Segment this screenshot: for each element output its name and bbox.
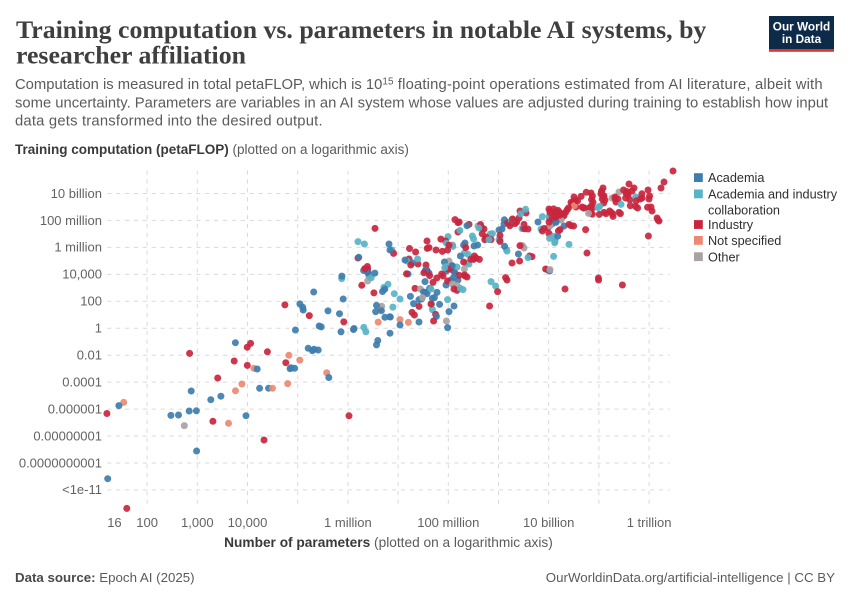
svg-text:0.00000001: 0.00000001 (33, 428, 102, 443)
svg-text:0.01: 0.01 (77, 348, 102, 363)
svg-text:10 billion: 10 billion (523, 515, 574, 530)
svg-text:1,000: 1,000 (181, 515, 214, 530)
svg-text:0.000001: 0.000001 (48, 401, 102, 416)
svg-text:Number of parameters (plotted: Number of parameters (plotted on a logar… (224, 535, 553, 550)
svg-text:Computation is measured in tot: Computation is measured in total petaFLO… (15, 77, 823, 94)
svg-text:Other: Other (708, 250, 741, 264)
svg-text:16: 16 (107, 515, 121, 530)
svg-text:100: 100 (136, 515, 158, 530)
svg-text:Data source: Epoch AI (2025): Data source: Epoch AI (2025) (15, 570, 195, 585)
svg-text:Academia and industry: Academia and industry (708, 188, 838, 202)
svg-text:Our World: Our World (773, 19, 830, 33)
svg-text:100 million: 100 million (40, 213, 102, 228)
svg-text:1 trillion: 1 trillion (627, 515, 672, 530)
svg-text:data gets transformed into the: data gets transformed into the desired o… (15, 114, 323, 130)
svg-text:OurWorldinData.org/artificial-: OurWorldinData.org/artificial-intelligen… (546, 570, 835, 585)
svg-text:Training computation (petaFLOP: Training computation (petaFLOP) (plotted… (15, 142, 409, 157)
svg-text:Academia: Academia (708, 171, 765, 185)
svg-text:1 million: 1 million (324, 515, 372, 530)
svg-text:Training computation vs. param: Training computation vs. parameters in n… (16, 15, 706, 44)
svg-text:100: 100 (80, 294, 102, 309)
svg-text:<1e-11: <1e-11 (62, 482, 102, 497)
svg-text:1: 1 (95, 321, 102, 336)
svg-text:10,000: 10,000 (228, 515, 268, 530)
svg-text:researcher affiliation: researcher affiliation (16, 40, 246, 69)
svg-text:some uncertainty. Parameters a: some uncertainty. Parameters are variabl… (15, 95, 828, 111)
svg-text:collaboration: collaboration (708, 204, 780, 218)
svg-text:in Data: in Data (782, 32, 822, 46)
svg-text:Not specified: Not specified (708, 234, 781, 248)
svg-text:10,000: 10,000 (62, 267, 102, 282)
svg-text:0.0001: 0.0001 (62, 374, 102, 389)
svg-text:0.0000000001: 0.0000000001 (19, 455, 102, 470)
svg-text:1 million: 1 million (54, 240, 102, 255)
svg-text:10 billion: 10 billion (51, 186, 102, 201)
svg-text:100 million: 100 million (417, 515, 479, 530)
svg-text:Industry: Industry (708, 218, 754, 232)
